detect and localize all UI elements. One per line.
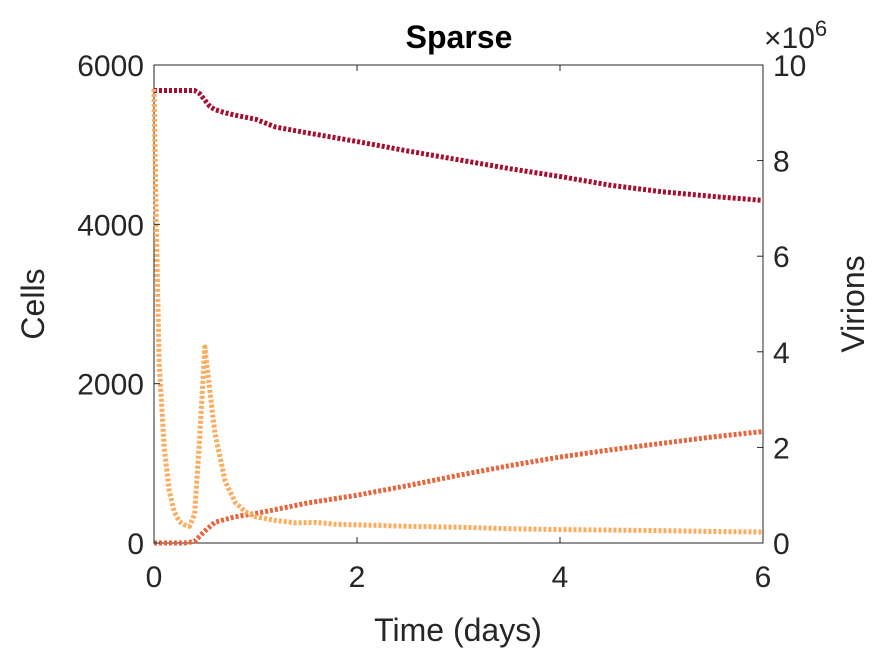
x-tick-label-0: 0: [146, 561, 163, 594]
plot-area-frame: [153, 64, 764, 544]
series-layer: [151, 88, 764, 546]
series-line-3: [151, 88, 764, 535]
y-left-tick-label-2: 4000: [77, 209, 144, 242]
y-right-tick-label-2: 4: [773, 337, 790, 370]
y-right-tick-label-4: 8: [773, 146, 790, 179]
y-left-tick-label-1: 2000: [77, 369, 144, 402]
y-right-tick-label-5: 10: [773, 50, 806, 83]
right-axis-multiplier: ×106: [764, 16, 827, 55]
x-tick-label-3: 6: [755, 561, 772, 594]
chart-title: Sparse: [406, 19, 513, 55]
y-axis-right-label: Virions: [835, 255, 871, 352]
series-line-1: [154, 88, 764, 203]
x-tick-label-2: 4: [552, 561, 569, 594]
series-line-2: [154, 429, 764, 546]
x-tick-label-1: 2: [349, 561, 366, 594]
y-right-tick-label-0: 0: [773, 528, 790, 561]
y-left-tick-label-0: 0: [127, 528, 144, 561]
x-axis-label: Time (days): [374, 612, 542, 648]
y-axis-left-label: Cells: [15, 268, 51, 339]
right-axis-multiplier-base: ×10: [764, 22, 815, 55]
y-left-tick-label-3: 6000: [77, 50, 144, 83]
y-right-tick-label-1: 2: [773, 432, 790, 465]
y-right-tick-label-3: 6: [773, 241, 790, 274]
right-axis-multiplier-exponent: 6: [815, 16, 827, 41]
